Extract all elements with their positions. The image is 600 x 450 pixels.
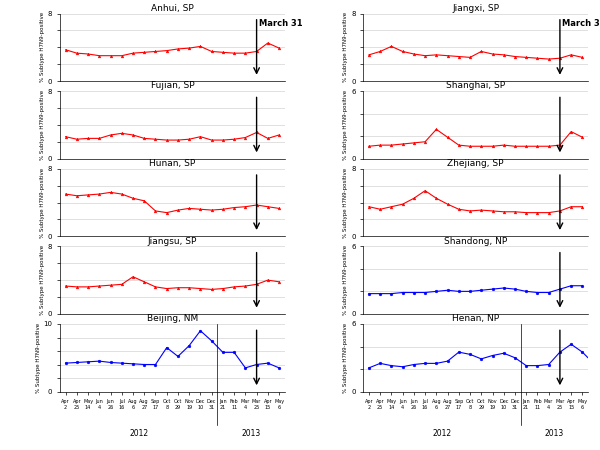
Y-axis label: % Subtype H7N9-positive: % Subtype H7N9-positive	[40, 12, 45, 82]
Y-axis label: % Subtype H7N9-positive: % Subtype H7N9-positive	[343, 245, 349, 315]
Y-axis label: % Subtype H7N9-positive: % Subtype H7N9-positive	[343, 167, 349, 238]
Text: March 31: March 31	[562, 19, 600, 28]
Title: Henan, NP: Henan, NP	[452, 314, 499, 323]
Title: Zhejiang, SP: Zhejiang, SP	[448, 159, 504, 168]
Y-axis label: % Subtype H7N9-positive: % Subtype H7N9-positive	[40, 90, 45, 160]
Text: 2012: 2012	[129, 428, 148, 437]
Title: Fujian, SP: Fujian, SP	[151, 81, 194, 90]
Y-axis label: % Subtype H7N9-positive: % Subtype H7N9-positive	[343, 12, 349, 82]
Text: March 31: March 31	[259, 19, 302, 28]
Text: 2013: 2013	[545, 428, 564, 437]
Y-axis label: % Subtype H7N9-positive: % Subtype H7N9-positive	[35, 323, 41, 393]
Title: Shandong, NP: Shandong, NP	[444, 237, 507, 246]
Text: 2013: 2013	[241, 428, 260, 437]
Y-axis label: % Subtype H7N9-positive: % Subtype H7N9-positive	[343, 90, 349, 160]
Y-axis label: % Subtype H7N9-positive: % Subtype H7N9-positive	[343, 323, 349, 393]
Title: Anhui, SP: Anhui, SP	[151, 4, 194, 13]
Title: Jiangxi, SP: Jiangxi, SP	[452, 4, 499, 13]
Title: Shanghai, SP: Shanghai, SP	[446, 81, 505, 90]
Title: Hunan, SP: Hunan, SP	[149, 159, 196, 168]
Y-axis label: % Subtype H7N9-positive: % Subtype H7N9-positive	[40, 245, 45, 315]
Title: Jiangsu, SP: Jiangsu, SP	[148, 237, 197, 246]
Text: 2012: 2012	[433, 428, 452, 437]
Y-axis label: % Subtype H7N9-positive: % Subtype H7N9-positive	[40, 167, 45, 238]
Title: Beijing, NM: Beijing, NM	[147, 314, 198, 323]
